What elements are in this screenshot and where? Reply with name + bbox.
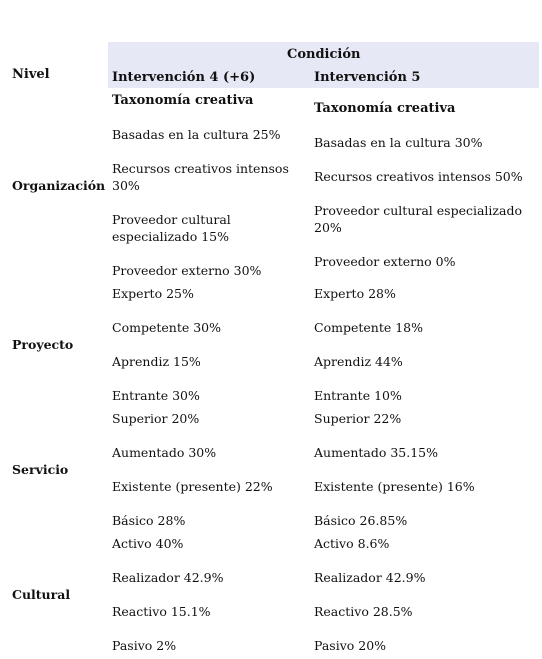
col1-cell: Basadas en la cultura 25% bbox=[112, 127, 281, 142]
col2-cell: Proveedor cultural especializado 20% bbox=[314, 203, 522, 235]
level-organizacion: Organización bbox=[12, 178, 106, 193]
col1-cell: Realizador 42.9% bbox=[112, 570, 224, 585]
col2-cell: Básico 26.85% bbox=[314, 513, 408, 528]
col2-cell: Entrante 10% bbox=[314, 388, 402, 403]
col2-header: Intervención 5 bbox=[314, 70, 421, 85]
col1-cell: Pasivo 2% bbox=[112, 638, 177, 653]
col1-cell: Superior 20% bbox=[112, 411, 200, 426]
col1-cell: Experto 25% bbox=[112, 286, 194, 301]
col2-cell: Reactivo 28.5% bbox=[314, 604, 413, 619]
col2-cell: Pasivo 20% bbox=[314, 638, 387, 653]
col2-cell: Aprendiz 44% bbox=[314, 354, 403, 369]
col2-cell: Proveedor externo 0% bbox=[314, 254, 456, 269]
col1-cell: Básico 28% bbox=[112, 513, 186, 528]
level-cultural: Cultural bbox=[12, 587, 71, 602]
col2-cell: Superior 22% bbox=[314, 411, 402, 426]
header-band bbox=[108, 42, 539, 88]
col1-cell: Competente 30% bbox=[112, 320, 221, 335]
col1-cell: Recursos creativos intensos 30% bbox=[112, 161, 289, 193]
col1-cell: Existente (presente) 22% bbox=[112, 479, 273, 494]
col2-cell: Aumentado 35.15% bbox=[314, 445, 439, 460]
col1-cell: Aumentado 30% bbox=[112, 445, 217, 460]
col1-cell: Aprendiz 15% bbox=[112, 354, 201, 369]
col2-cell: Recursos creativos intensos 50% bbox=[314, 169, 523, 184]
col1-cell: Activo 40% bbox=[112, 536, 184, 551]
level-servicio: Servicio bbox=[12, 462, 69, 477]
col1-cell: Reactivo 15.1% bbox=[112, 604, 211, 619]
col1-header: Intervención 4 (+6) bbox=[112, 70, 256, 85]
col2-cell: Existente (presente) 16% bbox=[314, 479, 475, 494]
col2-cell: Basadas en la cultura 30% bbox=[314, 135, 483, 150]
col1-cell: Proveedor cultural especializado 15% bbox=[112, 212, 231, 244]
col1-subheader: Taxonomía creativa bbox=[112, 93, 254, 108]
col2-cell: Competente 18% bbox=[314, 320, 423, 335]
col2-subheader: Taxonomía creativa bbox=[314, 101, 456, 116]
col2-cell: Experto 28% bbox=[314, 286, 396, 301]
level-proyecto: Proyecto bbox=[12, 337, 74, 352]
col2-cell: Realizador 42.9% bbox=[314, 570, 426, 585]
col2-cell: Activo 8.6% bbox=[314, 536, 390, 551]
condicion-header: Condición bbox=[287, 47, 361, 62]
nivel-header: Nivel bbox=[12, 67, 50, 82]
col1-cell: Entrante 30% bbox=[112, 388, 200, 403]
col1-cell: Proveedor externo 30% bbox=[112, 263, 262, 278]
